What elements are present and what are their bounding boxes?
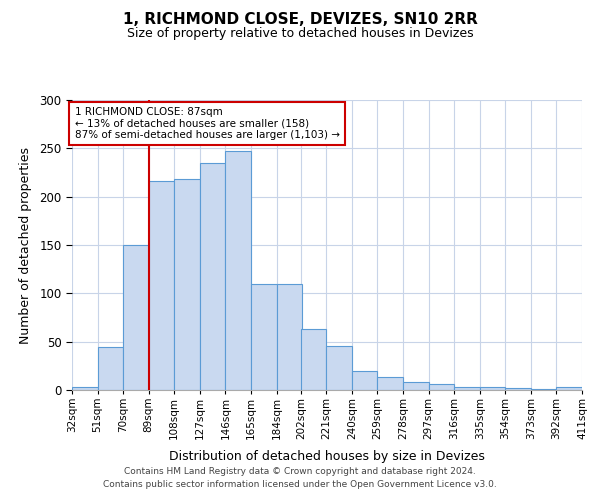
Bar (377, 378, 403, 390)
Bar (251, 284, 277, 390)
Bar (98, 348, 123, 390)
Bar (200, 163, 226, 390)
Text: Size of property relative to detached houses in Devizes: Size of property relative to detached ho… (127, 28, 473, 40)
Text: Contains HM Land Registry data © Crown copyright and database right 2024.: Contains HM Land Registry data © Crown c… (124, 467, 476, 476)
Bar (277, 284, 302, 390)
Bar (301, 329, 326, 390)
Bar (149, 181, 174, 390)
Bar (403, 382, 428, 390)
Text: 1, RICHMOND CLOSE, DEVIZES, SN10 2RR: 1, RICHMOND CLOSE, DEVIZES, SN10 2RR (122, 12, 478, 28)
Bar (174, 180, 200, 390)
Y-axis label: Number of detached properties: Number of detached properties (19, 146, 32, 344)
Bar (428, 384, 454, 390)
Bar (505, 388, 531, 390)
Bar (454, 387, 480, 390)
Bar (556, 387, 582, 390)
Bar (72, 387, 98, 390)
Bar (352, 370, 377, 390)
Text: Contains public sector information licensed under the Open Government Licence v3: Contains public sector information licen… (103, 480, 497, 489)
Bar (480, 387, 505, 390)
X-axis label: Distribution of detached houses by size in Devizes: Distribution of detached houses by size … (169, 450, 485, 463)
Bar (123, 245, 149, 390)
Bar (531, 389, 556, 390)
Bar (326, 346, 352, 390)
Text: 1 RICHMOND CLOSE: 87sqm
← 13% of detached houses are smaller (158)
87% of semi-d: 1 RICHMOND CLOSE: 87sqm ← 13% of detache… (74, 107, 340, 140)
Bar (226, 151, 251, 390)
